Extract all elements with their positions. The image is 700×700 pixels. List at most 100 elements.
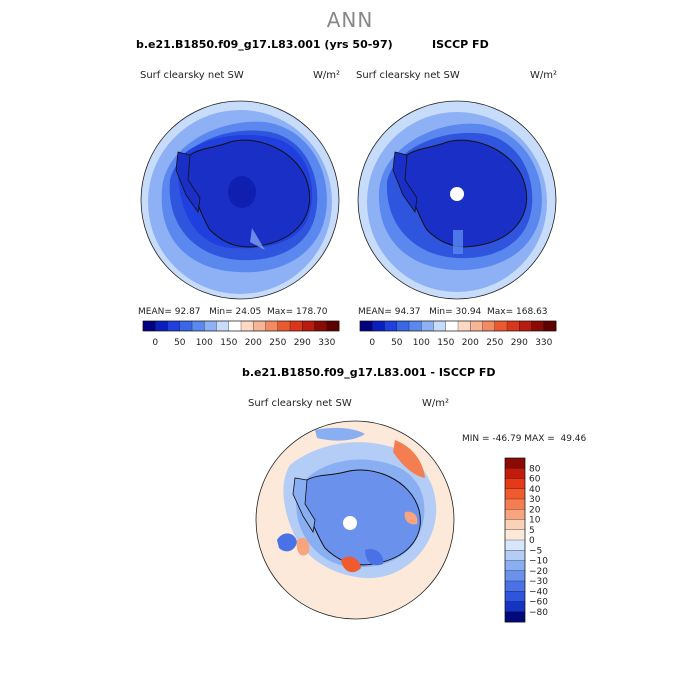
colorbar-tick-label: −60: [529, 598, 548, 608]
colorbar-tick-label: 50: [391, 338, 403, 348]
colorbar-box: [204, 320, 217, 332]
colorbar-box: [265, 320, 279, 332]
colorbar-box: [519, 320, 532, 332]
panel1-max: 178.70: [296, 307, 328, 317]
colorbar-box: [504, 529, 526, 541]
colorbar-box: [142, 320, 156, 332]
colorbar-box: [504, 570, 526, 582]
colorbar-box: [504, 488, 526, 500]
colorbar-tick-label: 290: [294, 338, 311, 348]
panel2-units: W/m²: [530, 70, 558, 81]
panel3-title: b.e21.B1850.f09_g17.L83.001 - ISCCP FD: [242, 366, 496, 379]
panel2-colorbar: 0 50 100 150 200 250 290 330: [359, 320, 557, 348]
colorbar-box: [504, 457, 526, 469]
colorbar-box: [216, 320, 230, 332]
colorbar-box: [504, 468, 526, 479]
panel2-subtitle: Surf clearsky net SW: [356, 70, 460, 81]
panel1-subtitle: Surf clearsky net SW: [140, 70, 244, 81]
colorbar-box: [504, 509, 526, 520]
colorbar-box: [504, 519, 526, 531]
panel1-colorbar: 0 50 100 150 200 250 290 330: [142, 320, 340, 348]
colorbar-box: [531, 320, 545, 332]
colorbar-box: [314, 320, 328, 332]
panel2-mean-label: MEAN=: [358, 307, 392, 317]
colorbar-box: [302, 320, 315, 332]
panel2-title: ISCCP FD: [432, 38, 489, 51]
panel3-stats: MIN = -46.79 MAX = 49.46: [462, 434, 587, 444]
colorbar-tick-label: 0: [369, 338, 375, 348]
colorbar-box: [457, 320, 471, 332]
panel3-map: [255, 420, 455, 620]
colorbar-tick-label: 100: [413, 338, 430, 348]
colorbar-box: [326, 320, 340, 332]
panel1-min: 24.05: [235, 307, 262, 317]
panel2-mean: 94.37: [394, 307, 421, 317]
panel2-min: 30.94: [455, 307, 482, 317]
colorbar-box: [504, 498, 526, 510]
panel1-min-label: Min=: [209, 307, 233, 317]
colorbar-box: [253, 320, 266, 332]
figure-title: ANN: [326, 8, 374, 32]
colorbar-tick-label: 0: [152, 338, 158, 348]
colorbar-box: [504, 550, 526, 561]
colorbar-box: [470, 320, 483, 332]
panel1-stats: MEAN= 92.87 Min= 24.05 Max= 178.70: [138, 307, 328, 317]
colorbar-tick-label: 330: [535, 338, 552, 348]
colorbar-box: [289, 320, 303, 332]
colorbar-box: [155, 320, 168, 332]
panel1-title: b.e21.B1850.f09_g17.L83.001 (yrs 50-97): [136, 38, 393, 51]
panel2-map: [357, 100, 557, 300]
colorbar-box: [277, 320, 291, 332]
colorbar-tick-label: 30: [529, 495, 541, 505]
panel3-subtitle: Surf clearsky net SW: [248, 398, 352, 409]
colorbar-box: [506, 320, 520, 332]
colorbar-box: [543, 320, 557, 332]
colorbar-tick-label: 200: [462, 338, 479, 348]
panel1-max-label: Max=: [267, 307, 294, 317]
panel1-units: W/m²: [313, 70, 341, 81]
colorbar-box: [372, 320, 385, 332]
colorbar-box: [504, 560, 526, 572]
colorbar-tick-label: 290: [511, 338, 528, 348]
panel1-mean-label: MEAN=: [138, 307, 172, 317]
colorbar-tick-label: 150: [220, 338, 237, 348]
panel1-mean: 92.87: [174, 307, 201, 317]
colorbar-tick-label: 80: [529, 464, 541, 474]
colorbar-box: [359, 320, 373, 332]
panel2-max: 168.63: [516, 307, 548, 317]
colorbar-box: [494, 320, 508, 332]
colorbar-box: [228, 320, 242, 332]
colorbar-box: [482, 320, 496, 332]
colorbar-box: [421, 320, 434, 332]
colorbar-box: [433, 320, 447, 332]
colorbar-tick-label: −5: [529, 546, 542, 556]
colorbar-tick-label: 330: [318, 338, 335, 348]
panel1-map: [140, 100, 340, 300]
colorbar-tick-label: 0: [529, 536, 535, 546]
colorbar-tick-label: 5: [529, 526, 535, 536]
panel3-units: W/m²: [422, 398, 450, 409]
panel2-stats: MEAN= 94.37 Min= 30.94 Max= 168.63: [358, 307, 548, 317]
panel2-max-label: Max=: [487, 307, 514, 317]
panel2-min-label: Min=: [429, 307, 453, 317]
colorbar-tick-label: −40: [529, 587, 548, 597]
colorbar-tick-label: 250: [486, 338, 503, 348]
colorbar-tick-label: 150: [437, 338, 454, 348]
colorbar-box: [167, 320, 181, 332]
colorbar-tick-label: 20: [529, 505, 541, 515]
colorbar-tick-label: −10: [529, 557, 548, 567]
colorbar-tick-label: 100: [196, 338, 213, 348]
colorbar-tick-label: 40: [529, 485, 541, 495]
colorbar-box: [504, 539, 526, 551]
colorbar-tick-label: −30: [529, 577, 548, 587]
colorbar-box: [504, 611, 526, 623]
colorbar-tick-label: 50: [174, 338, 186, 348]
colorbar-box: [504, 478, 526, 490]
colorbar-box: [240, 320, 254, 332]
colorbar-tick-label: 10: [529, 516, 541, 526]
colorbar-tick-label: 200: [245, 338, 262, 348]
colorbar-box: [384, 320, 398, 332]
colorbar-box: [408, 320, 422, 332]
colorbar-box: [504, 591, 526, 602]
colorbar-box: [504, 601, 526, 613]
